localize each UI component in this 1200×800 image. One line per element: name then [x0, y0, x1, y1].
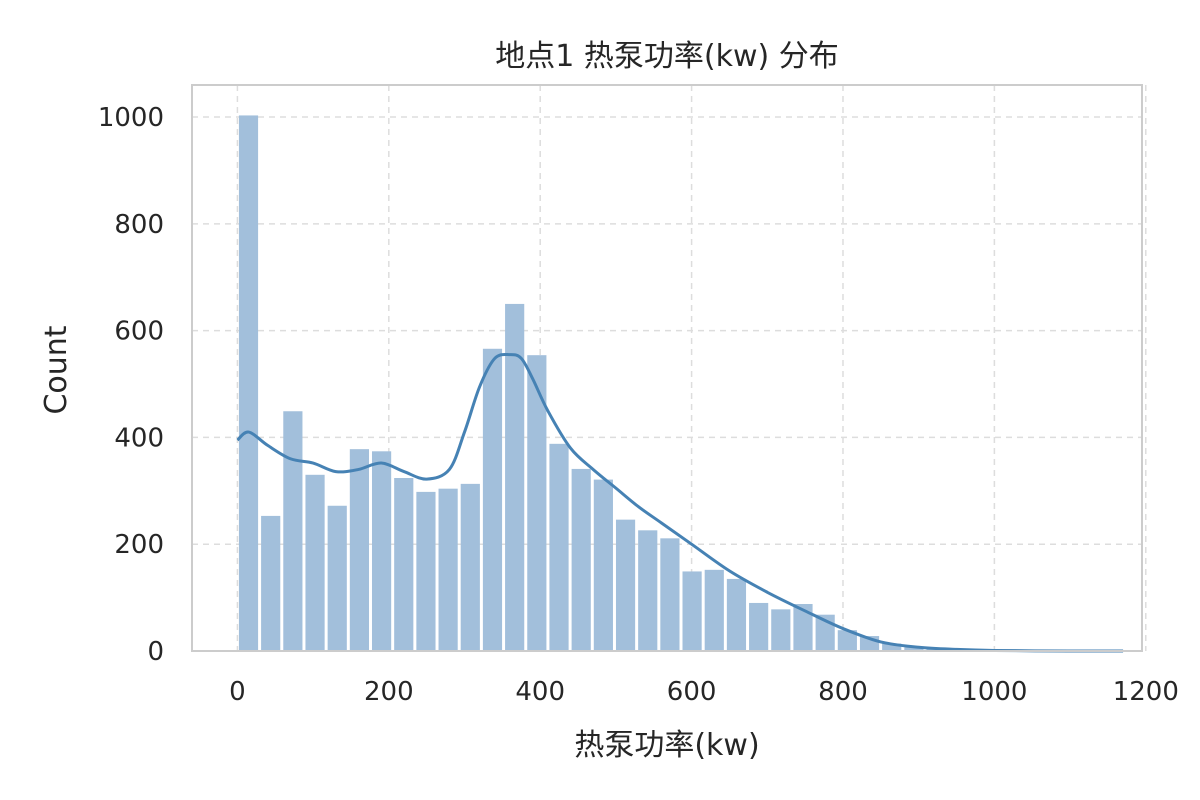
- histogram-bar-21: [704, 569, 724, 651]
- histogram-bar-11: [482, 348, 503, 651]
- histogram-bar-23: [749, 602, 769, 651]
- x-tick-label: 0: [229, 677, 246, 707]
- plot-frame: [191, 84, 1143, 652]
- chart-title: 地点1 热泵功率(kw) 分布: [495, 39, 838, 74]
- histogram-bar-19: [660, 538, 680, 651]
- x-axis-label: 热泵功率(kw): [574, 728, 759, 763]
- y-tick-label: 1000: [98, 103, 164, 133]
- y-tick-label: 200: [114, 530, 164, 560]
- y-tick-label: 800: [114, 210, 164, 240]
- x-axis-ticks: 0 200 400 600 800 1000 1200: [229, 677, 1179, 707]
- kde-curve: [236, 352, 1124, 653]
- histogram-bar-22: [726, 578, 747, 651]
- histogram-bar-3: [305, 474, 325, 651]
- histogram-bar-9: [438, 488, 458, 651]
- histogram-bar-13: [527, 355, 547, 651]
- histogram-bar-4: [327, 505, 347, 651]
- y-axis-ticks: 0 200 400 600 800 1000: [98, 103, 164, 667]
- x-tick-label: 1000: [961, 677, 1027, 707]
- histogram-bar-24: [771, 609, 791, 651]
- histogram-bar-8: [416, 491, 436, 651]
- x-tick-label: 1200: [1113, 677, 1179, 707]
- y-tick-label: 600: [114, 317, 164, 347]
- histogram-bar-12: [505, 303, 525, 651]
- histogram-bar-27: [837, 630, 857, 651]
- histogram-bars: [238, 115, 1124, 651]
- histogram-bar-17: [615, 519, 636, 651]
- x-tick-label: 200: [364, 677, 414, 707]
- x-tick-label: 400: [515, 677, 565, 707]
- histogram-bar-14: [549, 443, 569, 651]
- histogram-bar-15: [571, 468, 591, 651]
- histogram-bar-2: [283, 411, 303, 651]
- histogram-bar-6: [371, 451, 392, 651]
- histogram-bar-5: [349, 449, 369, 651]
- y-axis-label: Count: [39, 325, 74, 414]
- histogram-bar-16: [593, 479, 613, 651]
- x-tick-label: 800: [818, 677, 868, 707]
- histogram-bar-30: [904, 647, 924, 651]
- histogram-bar-20: [682, 571, 702, 651]
- y-tick-label: 0: [147, 637, 164, 667]
- histogram-bar-1: [261, 515, 281, 651]
- histogram-bar-10: [460, 483, 480, 651]
- x-tick-label: 600: [667, 677, 717, 707]
- histogram-bar-29: [882, 643, 902, 651]
- histogram-bar-18: [638, 530, 658, 651]
- y-tick-label: 400: [114, 423, 164, 453]
- histogram-bar-7: [394, 477, 414, 651]
- histogram-bar-0: [238, 115, 259, 651]
- histogram-bar-25: [793, 604, 813, 651]
